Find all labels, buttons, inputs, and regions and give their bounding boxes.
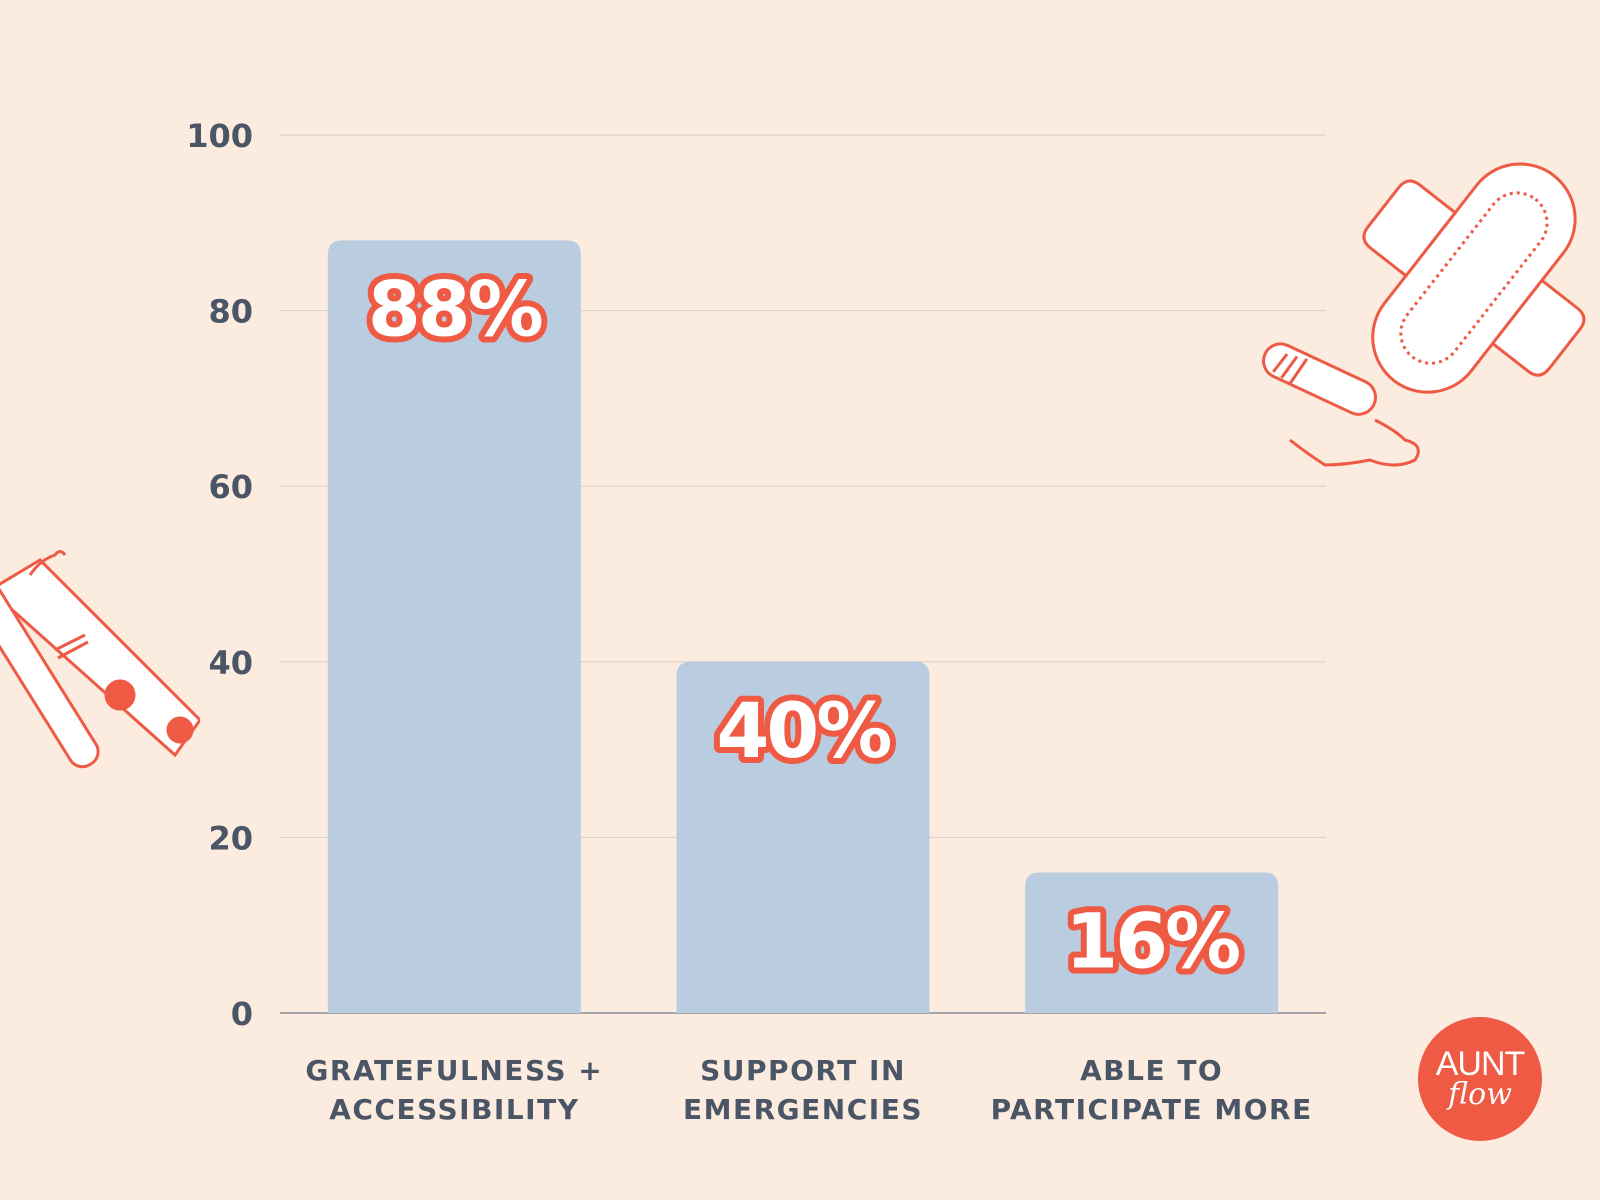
bar [1025,872,1279,1013]
x-axis-labels: GRATEFULNESS + ACCESSIBILITY SUPPORT IN EME… [305,1054,1313,1126]
bar-value-label: 16% [1065,897,1239,986]
tampon-wrapper-icon [0,550,200,769]
x-category-label: GRATEFULNESS + ACCESSIBILITY [305,1054,603,1126]
y-tick-label: 0 [231,995,253,1033]
bar-value-label: 40% [717,686,891,775]
y-tick-label: 60 [208,468,253,506]
bar-value-label-outline: 88% [368,264,542,353]
y-tick-label: 40 [208,644,253,682]
logo-text-bottom: flow [1448,1077,1512,1112]
data-labels: 88%88%40%40%16%16% [362,258,1248,991]
y-tick-label: 20 [208,819,253,857]
bar-value-label-outline: 16% [1065,897,1239,986]
x-category-label: SUPPORT IN EMERGENCIES [683,1054,923,1126]
x-category-label: ABLE TO PARTICIPATE MORE [991,1054,1313,1126]
bar [327,240,581,1014]
tampon-icon [1262,342,1420,467]
bar [676,661,930,1013]
bar-value-label: 88% [368,264,542,353]
bar-value-label-outline: 40% [717,686,891,775]
y-tick-label: 100 [186,117,253,155]
logo-text-top: AUNT [1435,1045,1526,1083]
maxi-pad-icon [1362,162,1586,394]
y-axis-ticks: 0 20 40 60 80 100 [186,117,253,1033]
aunt-flow-logo: AUNT flow [1418,1017,1542,1141]
y-tick-label: 80 [208,293,253,331]
bars [327,240,1279,1014]
